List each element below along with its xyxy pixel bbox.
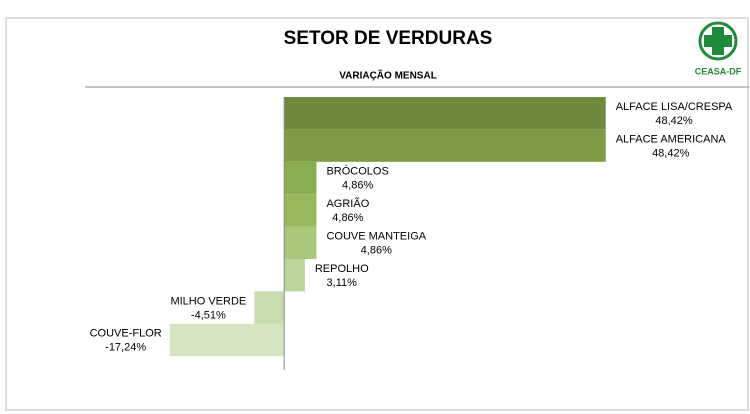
bar: [284, 129, 606, 162]
bar-category-label: COUVE MANTEIGA: [326, 231, 426, 243]
chart-subtitle: VARIAÇÃO MENSAL: [339, 69, 437, 82]
bar: [169, 323, 285, 357]
bar-category-label: AGRIÃO: [326, 197, 369, 210]
bar-category-label: REPOLHO: [315, 263, 369, 275]
bar-value-label: 48,42%: [652, 147, 690, 159]
bar-category-label: BRÓCOLOS: [326, 165, 388, 178]
bar: [284, 194, 317, 227]
bar-category-label: ALFACE LISA/CRESPA: [616, 101, 733, 113]
bar-category-label: MILHO VERDE: [170, 295, 246, 307]
logo-text: CEASA-DF: [695, 66, 742, 76]
bar-value-label: 48,42%: [655, 115, 693, 127]
bar-value-label: 4,86%: [332, 212, 363, 224]
bar-value-label: 4,86%: [361, 245, 392, 257]
chart-title: SETOR DE VERDURAS: [284, 28, 493, 49]
bar: [254, 291, 285, 324]
bar-category-label: ALFACE AMERICANA: [616, 133, 727, 145]
logo: CEASA-DF: [695, 21, 742, 76]
bar-value-label: -17,24%: [105, 342, 146, 354]
logo-cross: [704, 27, 732, 55]
bar: [284, 259, 305, 292]
bar-category-label: COUVE-FLOR: [90, 328, 162, 340]
chart-frame: [5, 17, 749, 411]
bar-value-label: 3,11%: [327, 277, 358, 289]
bar: [284, 226, 317, 259]
bar-value-label: 4,86%: [342, 180, 373, 192]
bar: [284, 97, 606, 130]
bar-value-label: -4,51%: [191, 309, 226, 321]
bar: [284, 161, 317, 195]
